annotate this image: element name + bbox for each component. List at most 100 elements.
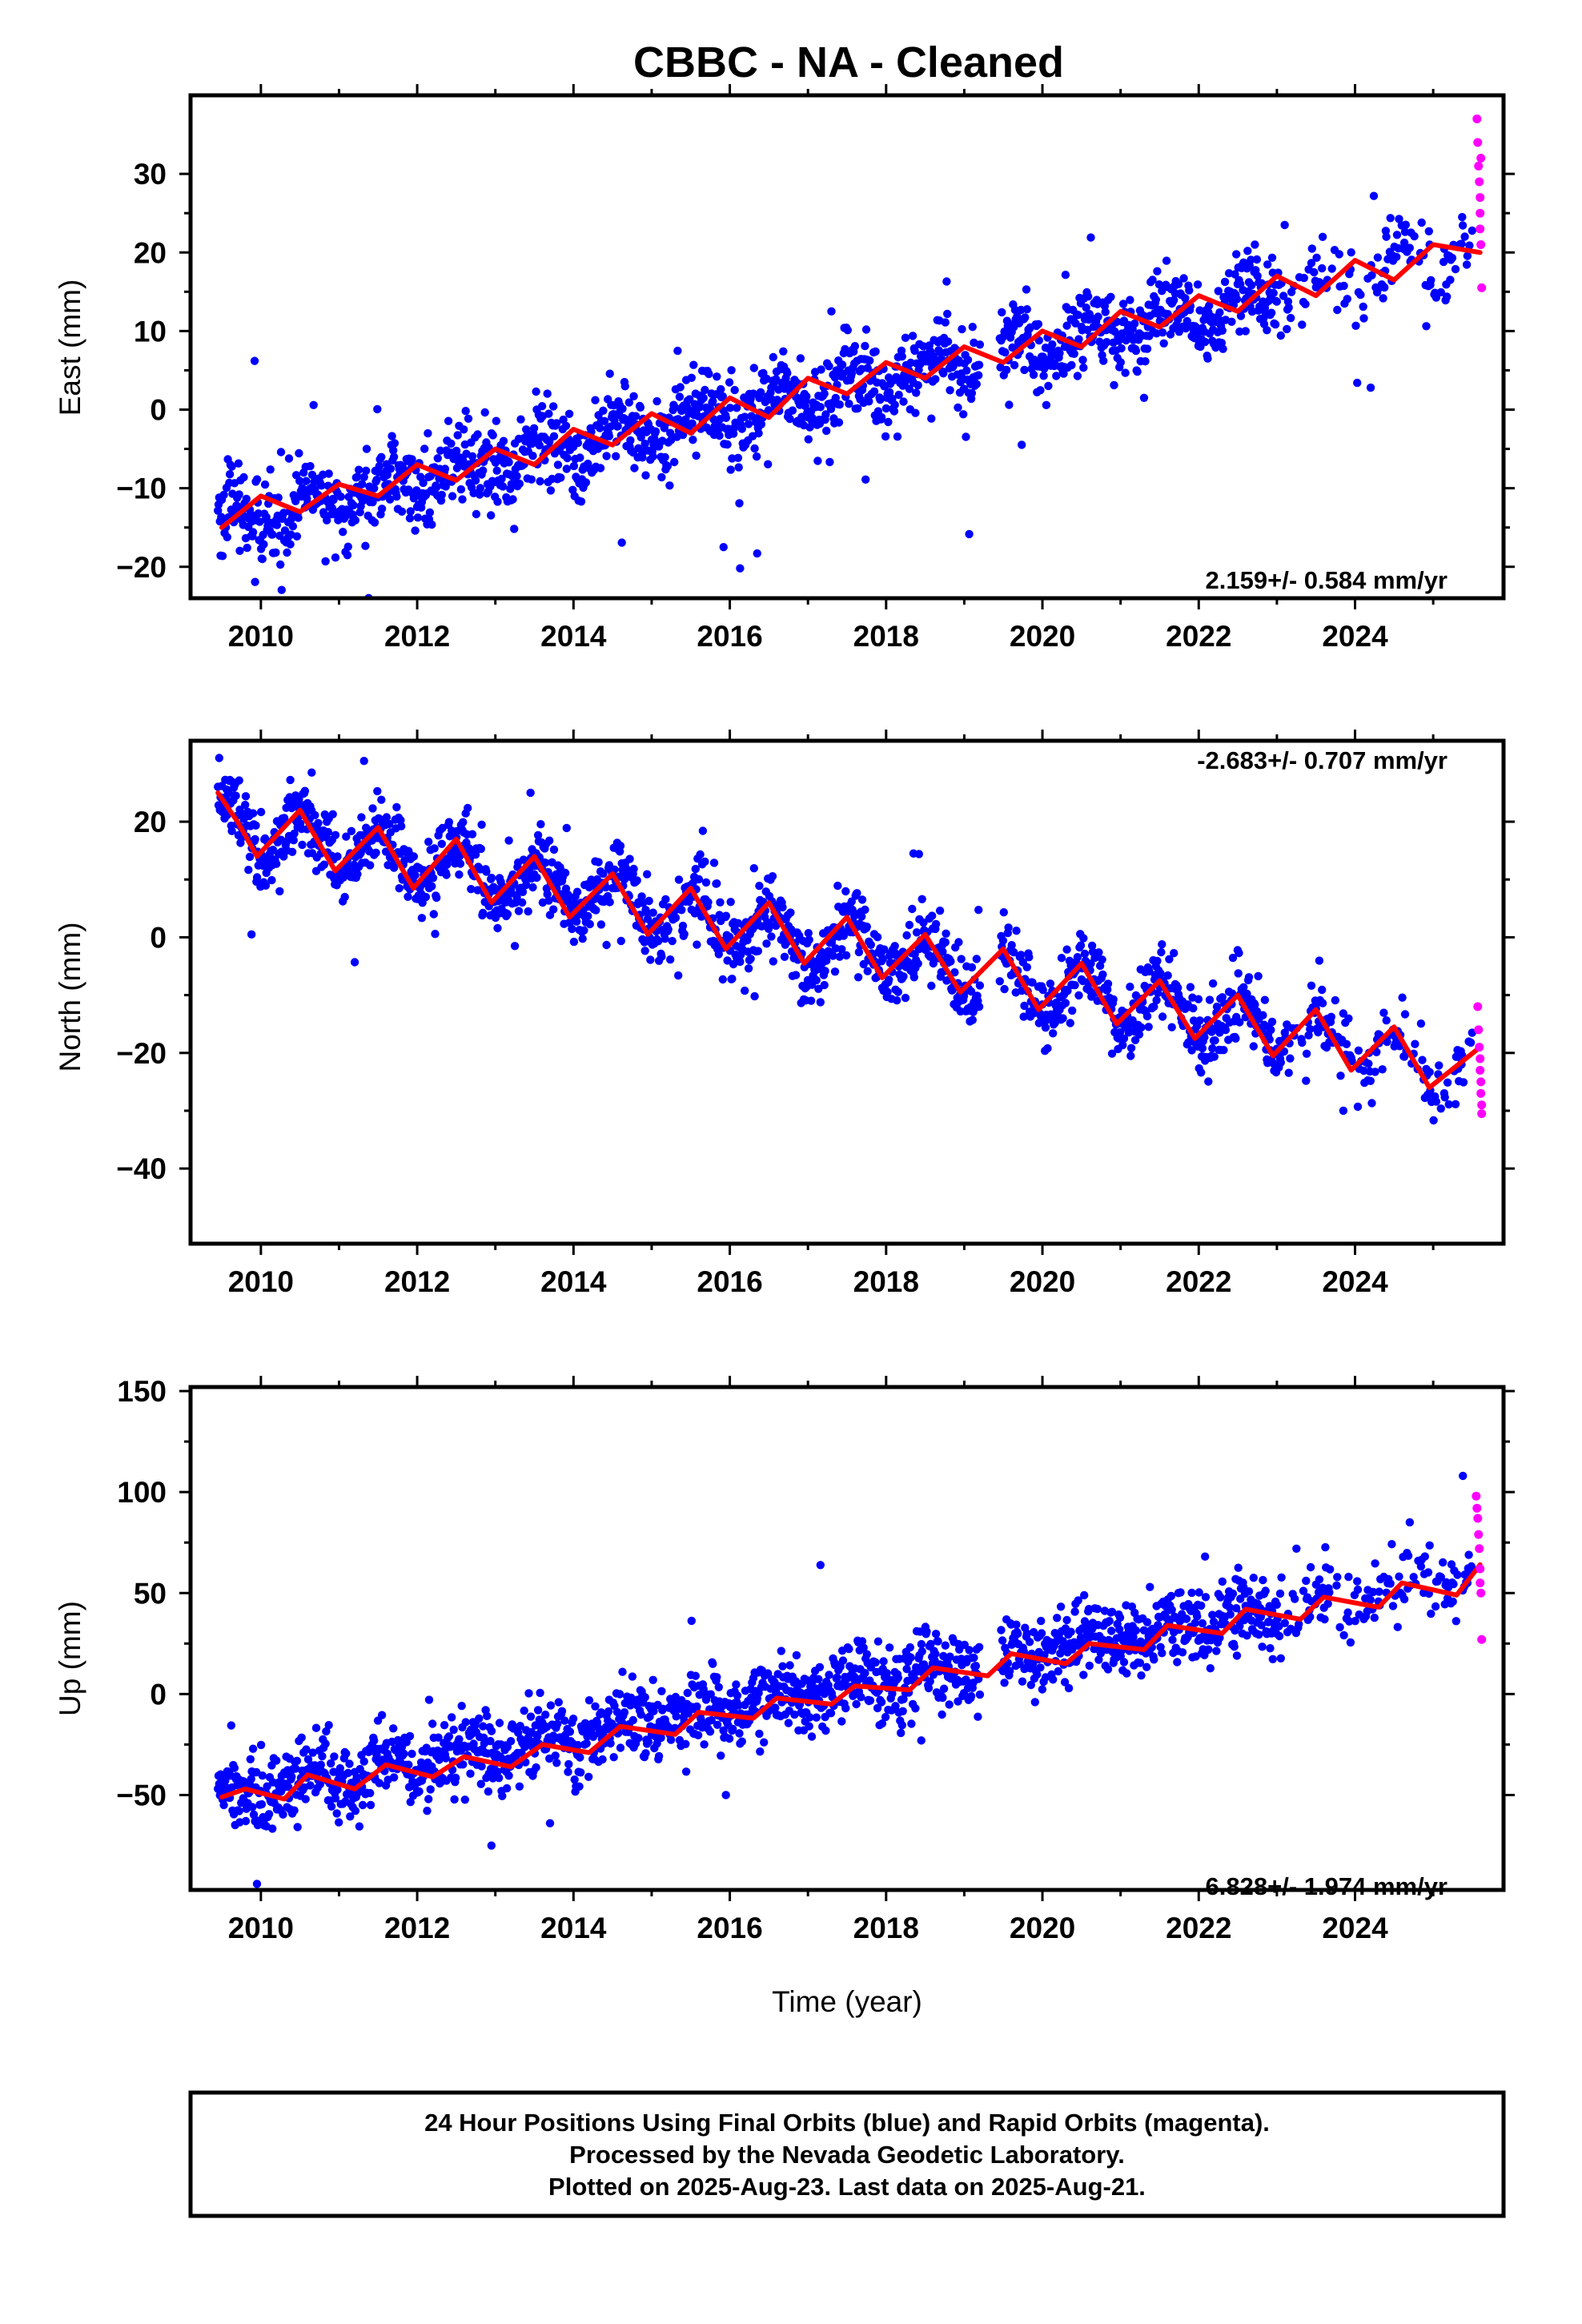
final-orbit-point bbox=[247, 1775, 255, 1783]
final-orbit-point bbox=[315, 1779, 325, 1789]
final-orbit-point bbox=[508, 495, 517, 504]
final-orbit-point bbox=[726, 465, 735, 474]
final-orbit-point bbox=[721, 413, 731, 422]
final-orbit-point bbox=[1041, 1023, 1050, 1032]
final-orbit-point bbox=[807, 1732, 817, 1741]
final-orbit-point bbox=[796, 1688, 805, 1697]
final-orbit-point bbox=[862, 1650, 872, 1659]
final-orbit-point bbox=[725, 1734, 734, 1743]
final-orbit-point bbox=[830, 967, 840, 976]
final-orbit-point bbox=[674, 971, 683, 980]
final-orbit-point bbox=[705, 1727, 715, 1736]
final-orbit-point bbox=[871, 347, 880, 356]
final-orbit-point bbox=[241, 792, 251, 801]
final-orbit-point bbox=[1170, 296, 1178, 304]
final-orbit-point bbox=[444, 818, 454, 826]
final-orbit-point bbox=[1231, 1034, 1240, 1043]
final-orbit-point bbox=[449, 1725, 458, 1735]
final-orbit-point bbox=[392, 802, 401, 812]
final-orbit-point bbox=[592, 906, 600, 915]
final-orbit-point bbox=[771, 1703, 780, 1712]
final-orbit-point bbox=[1347, 248, 1355, 257]
final-orbit-point bbox=[1062, 1615, 1071, 1625]
final-orbit-point bbox=[1379, 294, 1387, 303]
final-orbit-point bbox=[1163, 971, 1172, 980]
final-orbit-point bbox=[760, 1738, 769, 1747]
final-orbit-point bbox=[834, 418, 844, 427]
rapid-orbit-point bbox=[1475, 1043, 1484, 1052]
final-orbit-point bbox=[444, 1732, 454, 1741]
final-orbit-point bbox=[688, 419, 697, 428]
final-orbit-point bbox=[306, 1781, 315, 1790]
final-orbit-point bbox=[1013, 312, 1022, 321]
final-orbit-point bbox=[492, 466, 501, 475]
final-orbit-point bbox=[1218, 993, 1227, 1002]
final-orbit-point bbox=[1107, 1626, 1116, 1635]
final-orbit-point bbox=[276, 560, 285, 569]
final-orbit-point bbox=[790, 1710, 799, 1719]
final-orbit-point bbox=[561, 421, 571, 430]
final-orbit-point bbox=[733, 404, 741, 412]
final-orbit-point bbox=[358, 480, 367, 489]
final-orbit-point bbox=[214, 506, 223, 515]
final-orbit-point bbox=[661, 935, 669, 943]
final-orbit-point bbox=[487, 1727, 496, 1735]
final-orbit-point bbox=[917, 1639, 926, 1649]
final-orbit-point bbox=[604, 1707, 613, 1716]
final-orbit-point bbox=[666, 1735, 676, 1744]
final-orbit-point bbox=[455, 1735, 464, 1743]
final-orbit-point bbox=[841, 1703, 850, 1713]
final-orbit-point bbox=[1201, 337, 1210, 347]
final-orbit-point bbox=[241, 800, 250, 810]
final-orbit-point bbox=[786, 908, 795, 917]
final-orbit-point bbox=[820, 389, 829, 398]
final-orbit-point bbox=[734, 463, 743, 472]
final-orbit-point bbox=[316, 1760, 325, 1769]
final-orbit-point bbox=[1038, 1685, 1047, 1694]
final-orbit-point bbox=[215, 754, 223, 762]
final-orbit-point bbox=[1186, 983, 1195, 991]
final-orbit-point bbox=[699, 393, 708, 403]
final-orbit-point bbox=[333, 1785, 342, 1794]
final-orbit-point bbox=[862, 923, 872, 931]
final-orbit-point bbox=[309, 400, 318, 409]
final-orbit-point bbox=[1462, 260, 1472, 269]
final-orbit-point bbox=[461, 407, 470, 416]
x-tick-label: 2010 bbox=[228, 620, 294, 653]
final-orbit-point bbox=[733, 1691, 742, 1700]
final-orbit-point bbox=[251, 577, 259, 586]
final-orbit-point bbox=[1417, 218, 1426, 227]
final-orbit-point bbox=[975, 981, 985, 990]
final-orbit-point bbox=[576, 1768, 585, 1777]
final-orbit-point bbox=[1174, 983, 1182, 992]
final-orbit-point bbox=[837, 1717, 846, 1726]
rapid-orbit-point bbox=[1472, 114, 1482, 123]
final-orbit-point bbox=[1227, 317, 1236, 326]
final-orbit-point bbox=[931, 1630, 941, 1638]
final-orbit-point bbox=[1416, 1019, 1426, 1028]
final-orbit-point bbox=[1085, 986, 1094, 995]
final-orbit-point bbox=[701, 385, 709, 395]
final-orbit-point bbox=[417, 914, 427, 923]
final-orbit-point bbox=[1107, 1049, 1117, 1058]
final-orbit-point bbox=[825, 457, 834, 467]
final-orbit-point bbox=[729, 959, 738, 969]
north-velocity-label: -2.683+/- 0.707 mm/yr bbox=[1197, 746, 1447, 774]
y-tick-label: 10 bbox=[134, 315, 167, 348]
final-orbit-point bbox=[536, 1688, 544, 1698]
final-orbit-point bbox=[1353, 1102, 1363, 1112]
final-orbit-point bbox=[1018, 1677, 1027, 1686]
final-orbit-point bbox=[813, 456, 822, 465]
final-orbit-point bbox=[448, 492, 457, 501]
final-orbit-point bbox=[726, 898, 735, 907]
final-orbit-point bbox=[599, 406, 608, 415]
final-orbit-point bbox=[276, 448, 286, 456]
final-orbit-point bbox=[674, 875, 684, 884]
final-orbit-point bbox=[307, 470, 317, 480]
final-orbit-point bbox=[1061, 999, 1070, 1007]
final-orbit-point bbox=[1431, 1097, 1441, 1106]
final-orbit-point bbox=[254, 509, 263, 518]
final-orbit-point bbox=[713, 879, 721, 888]
final-orbit-point bbox=[578, 935, 587, 943]
